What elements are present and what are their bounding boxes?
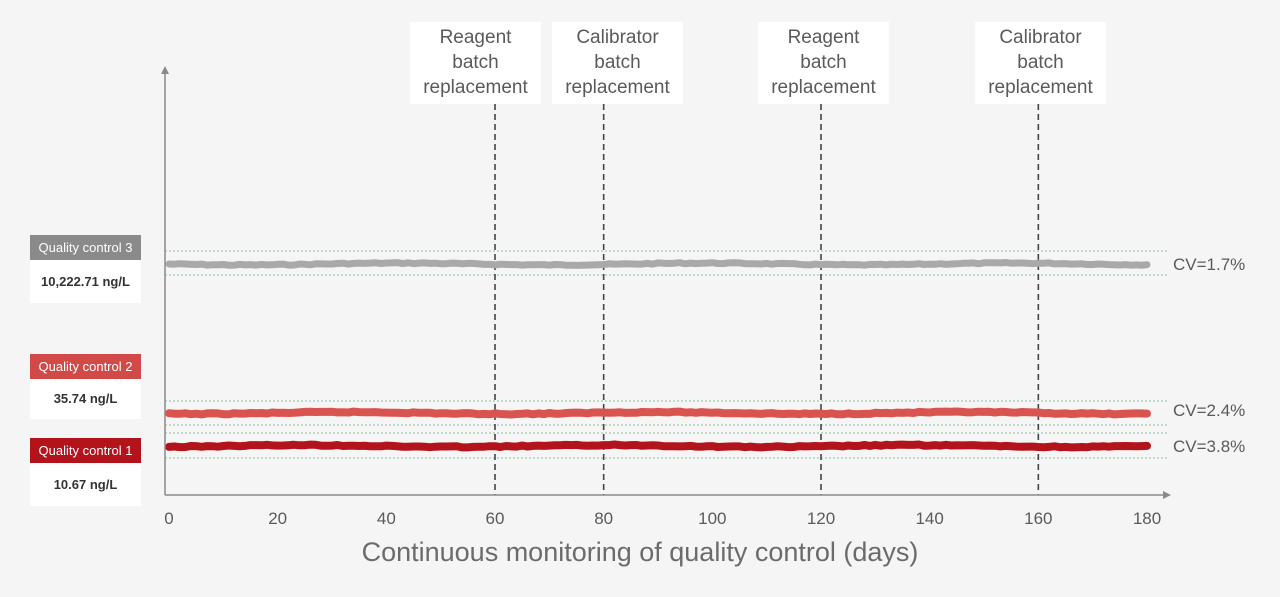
x-axis-title: Continuous monitoring of quality control… [0,537,1280,568]
series-lines [165,259,1151,452]
event-label-line: replacement [565,77,670,98]
event-label-line: replacement [771,77,876,98]
x-tick-label: 20 [268,509,287,528]
x-tick-label: 120 [807,509,835,528]
qc2-header: Quality control 2 [30,354,141,379]
qc3-card: Quality control 3 10,222.71 ng/L [30,235,141,303]
y-axis-arrow [161,66,169,74]
qc3-header: Quality control 3 [30,235,141,260]
x-axis-arrow [1163,491,1171,499]
cv-label-qc3: CV=1.7% [1173,255,1246,274]
event-label-line: replacement [988,77,1093,98]
event-label-1: Reagent batch replacement [410,22,541,104]
event-label-line: Calibrator [999,27,1082,48]
x-axis-title-text: Continuous monitoring of quality control… [361,537,919,567]
x-tick-label: 60 [486,509,505,528]
axes [161,66,1171,499]
qc3-value: 10,222.71 ng/L [30,260,141,303]
x-tick-label: 40 [377,509,396,528]
x-tick-label: 100 [698,509,726,528]
qc2-card: Quality control 2 35.74 ng/L [30,354,141,419]
event-lines [494,104,1040,495]
qc1-card: Quality control 1 10.67 ng/L [30,438,141,506]
event-label-line: batch [800,52,847,73]
event-label-3: Reagent batch replacement [758,22,889,104]
qc1-header: Quality control 1 [30,438,141,463]
series-line-qc2 [165,407,1151,419]
x-tick-label: 80 [594,509,613,528]
event-label-2: Calibrator batch replacement [552,22,683,104]
cv-band-lines [165,250,1168,459]
series-line-qc1 [165,440,1151,452]
event-label-4: Calibrator batch replacement [975,22,1106,104]
event-label-line: replacement [423,77,528,98]
cv-label-qc1: CV=3.8% [1173,437,1246,456]
event-label-line: Reagent [439,27,512,48]
x-tick-label: 180 [1133,509,1161,528]
x-tick-label: 0 [164,509,173,528]
qc2-value: 35.74 ng/L [30,379,141,419]
event-label-line: batch [452,52,499,73]
x-tick-label: 160 [1024,509,1052,528]
event-label-line: Reagent [787,27,860,48]
event-label-line: Calibrator [576,27,659,48]
event-label-line: batch [594,52,641,73]
cv-label-qc2: CV=2.4% [1173,401,1246,420]
x-tick-labels: 0 20 40 60 80 100 120 140 160 180 [164,509,1161,528]
x-tick-label: 140 [915,509,943,528]
series-line-qc3 [165,259,1151,269]
event-label-line: batch [1017,52,1064,73]
qc1-value: 10.67 ng/L [30,463,141,506]
